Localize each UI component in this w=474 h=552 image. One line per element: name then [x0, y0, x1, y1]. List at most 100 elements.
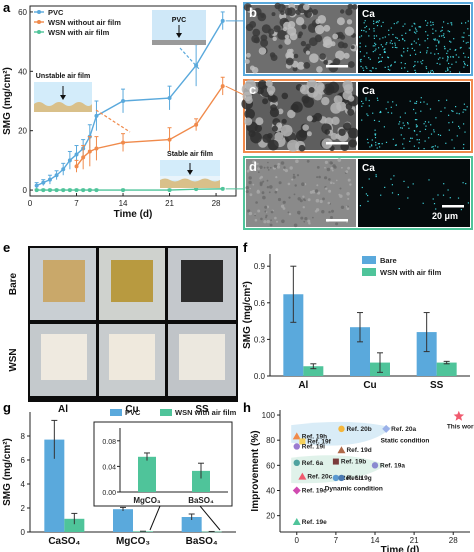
panel-d: d Ca 20 μm [243, 156, 473, 230]
sem-texture-d [245, 158, 352, 228]
sem-grain [331, 209, 334, 213]
ca-signal-dot [407, 47, 409, 49]
ca-signal-dot [387, 66, 389, 68]
sem-grain [336, 179, 338, 182]
ca-signal-dot [414, 69, 416, 71]
ca-signal-dot [399, 121, 401, 123]
ca-signal-dot [466, 64, 469, 66]
sem-grain [280, 204, 285, 208]
sem-grain [268, 90, 274, 96]
data-point [121, 188, 126, 193]
data-point [61, 167, 66, 172]
ca-signal-dot [446, 60, 448, 62]
chart-f: 0.0 0.3 0.6 0.9 SMG (mg/cm²) Al Cu SS Bare WSN wi… [242, 254, 470, 391]
ca-dots-c [361, 97, 468, 150]
panel-label-a: a [3, 0, 11, 15]
legend-label-pvc: PVC [125, 408, 141, 417]
ca-signal-dot [407, 186, 409, 188]
ca-signal-dot [367, 142, 369, 144]
ca-signal-dot [390, 65, 392, 67]
sem-grain [257, 209, 261, 213]
point-label-ref-6a: Ref. 6a [302, 460, 324, 467]
ca-signal-dot [407, 123, 409, 125]
sem-grain [325, 187, 328, 190]
sem-grain [287, 109, 296, 119]
ca-signal-dot [380, 194, 382, 196]
sem-grain [266, 166, 269, 169]
sem-grain [284, 38, 292, 45]
scale-bar-d-map [442, 205, 464, 208]
ca-signal-dot [365, 45, 367, 47]
sem-grain [269, 185, 273, 189]
ca-signal-dot [382, 46, 384, 48]
bar-pvc-baso [181, 517, 202, 532]
ca-signal-dot [429, 108, 432, 110]
ca-signal-dot [361, 100, 363, 102]
sem-grain [333, 95, 343, 104]
sem-grain [302, 206, 305, 209]
sem-grain [346, 207, 350, 211]
sem-grain [285, 57, 294, 66]
sem-grain [265, 214, 268, 217]
ca-signal-dot [416, 100, 418, 103]
sem-grain [308, 222, 311, 225]
ca-signal-dot [414, 119, 417, 121]
ca-signal-dot [404, 63, 406, 65]
ca-signal-dot [462, 147, 465, 149]
ca-signal-dot [372, 51, 374, 53]
sem-grain [312, 9, 319, 15]
sem-grain [272, 36, 277, 41]
inset-chart: 0.00 0.04 0.08 MgCO₃ BaSO₄ [93, 421, 233, 507]
sem-grain [328, 178, 331, 181]
ca-signal-dot [456, 135, 458, 137]
bar-pvc-caso [44, 439, 65, 532]
sem-grain [254, 218, 258, 222]
point-label-ref-19f: Ref. 19f [307, 438, 331, 445]
sample-bare-al [43, 260, 85, 302]
ca-signal-dot [426, 52, 428, 54]
sem-grain [288, 196, 291, 199]
sem-grain [342, 42, 348, 49]
ca-signal-dot [360, 35, 363, 37]
sem-grain [323, 59, 329, 65]
ca-signal-dot [448, 31, 451, 33]
ca-signal-dot [415, 71, 417, 74]
ca-signal-dot [462, 111, 464, 113]
ca-signal-dot [373, 119, 376, 121]
sem-grain [316, 184, 319, 187]
ca-signal-dot [402, 25, 404, 27]
sem-grain [248, 211, 253, 216]
sem-grain [315, 208, 320, 212]
sem-grain [244, 117, 253, 126]
sem-grain [294, 184, 297, 187]
ca-signal-dot [377, 21, 379, 23]
y-axis-label: SMG (mg/cm²) [242, 281, 253, 349]
ca-signal-dot [379, 54, 381, 56]
ca-signal-dot [436, 39, 438, 41]
ca-signal-dot [385, 43, 387, 45]
sem-grain [300, 216, 304, 220]
sem-grain [284, 169, 288, 173]
x-tick-label: 21 [410, 536, 419, 545]
data-point [41, 180, 46, 185]
ca-signal-dot [414, 130, 416, 132]
ca-label-d: Ca [362, 163, 375, 174]
ca-signal-dot [364, 27, 366, 29]
bar-wsn-with-air-film-al [303, 366, 324, 376]
ca-signal-dot [392, 138, 394, 140]
ca-signal-dot [431, 146, 433, 148]
ca-signal-dot [378, 57, 380, 59]
ca-signal-dot [420, 61, 422, 63]
ca-signal-dot [467, 56, 469, 58]
sem-grain [337, 158, 342, 162]
sem-grain [324, 160, 328, 164]
sem-grain [304, 217, 308, 221]
ca-signal-dot [400, 127, 402, 129]
ca-signal-dot [379, 111, 381, 114]
sem-grain [328, 189, 332, 193]
sem-grain [274, 190, 278, 194]
ca-signal-dot [378, 20, 380, 22]
sem-grain [347, 95, 355, 102]
sem-grain [330, 132, 338, 140]
sem-grain [295, 159, 299, 164]
